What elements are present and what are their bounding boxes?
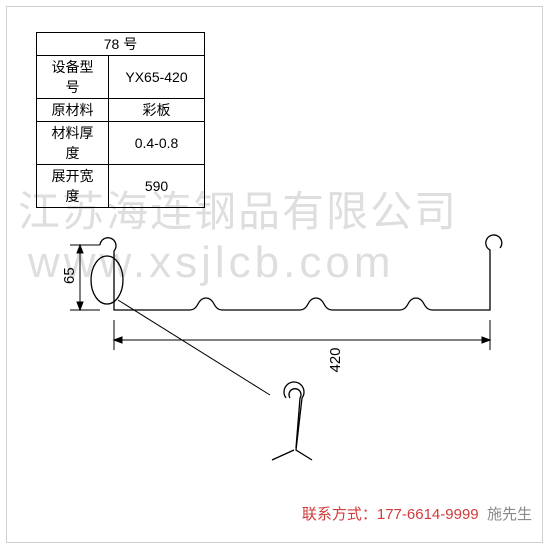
- width-dimension-label: 420: [327, 347, 344, 372]
- leader-line: [118, 300, 270, 395]
- profile-path: [100, 235, 502, 310]
- width-dimension: [114, 320, 490, 350]
- clip-detail: [272, 382, 312, 460]
- profile-diagram: 65 420: [0, 0, 550, 550]
- contact-label: 联系方式：: [302, 506, 377, 523]
- height-dimension-label: 65: [61, 267, 78, 284]
- contact-phone: 177-6614-9999: [377, 506, 479, 523]
- contact-name: 施先生: [487, 506, 532, 523]
- detail-callout-circle: [91, 256, 123, 304]
- contact-line: 联系方式：177-6614-9999 施先生: [302, 503, 532, 524]
